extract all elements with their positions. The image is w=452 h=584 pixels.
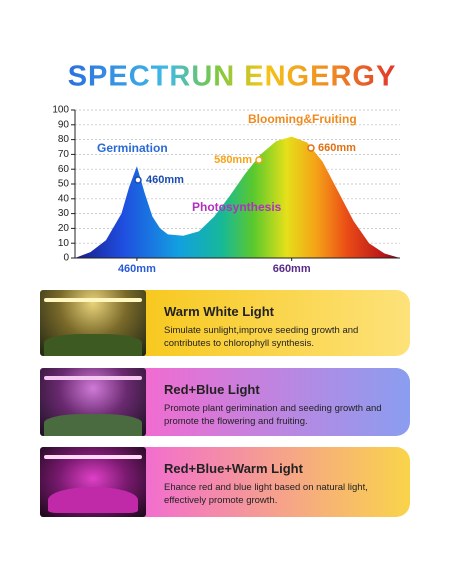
y-tick-label: 70: [58, 149, 70, 160]
y-tick-label: 100: [52, 105, 69, 116]
annotation: Germination: [97, 141, 168, 155]
panel-background: [140, 290, 410, 356]
panel: Red+Blue+Warm Light Ehance red and blue …: [40, 447, 410, 517]
y-tick-label: 30: [58, 208, 70, 219]
y-tick-label: 40: [58, 193, 70, 204]
panel-background: [140, 447, 410, 517]
annotation-dot: [307, 144, 315, 152]
panel-title: Red+Blue+Warm Light: [164, 461, 303, 476]
annotation-dot: [255, 156, 263, 164]
panel-description: Promote plant gerimination and seeding g…: [164, 403, 382, 427]
annotation: Photosynthesis: [192, 200, 282, 214]
product-photo: [40, 447, 146, 517]
panel: Warm White Light Simulate sunlight,impro…: [40, 290, 410, 356]
chart-title: SPECTRUN ENGERGY: [68, 61, 397, 93]
annotation: 460mm: [146, 174, 184, 186]
annotation: 580mm: [214, 154, 252, 166]
panel-description: Simulate sunlight,improve seeding growth…: [164, 325, 359, 349]
y-tick-label: 0: [63, 253, 69, 264]
panel-title: Warm White Light: [164, 304, 275, 319]
panel: Red+Blue Light Promote plant geriminatio…: [40, 368, 410, 436]
y-tick-label: 90: [58, 119, 70, 130]
annotation: 660mm: [318, 142, 356, 154]
chart: SPECTRUN ENGERGY 0 10 20 30 40 50 60 70 80 90 100 4…: [52, 61, 400, 275]
y-tick-label: 20: [58, 223, 70, 234]
x-tick-label: 660mm: [273, 263, 311, 275]
panel-title: Red+Blue Light: [164, 382, 260, 397]
y-tick-label: 60: [58, 164, 70, 175]
spectrum-area: [75, 136, 400, 258]
annotation: Blooming&Fruiting: [248, 112, 357, 126]
product-photo: [40, 368, 146, 436]
panel-description: Ehance red and blue light based on natur…: [164, 482, 368, 506]
y-tick-label: 50: [58, 179, 70, 190]
product-photo: [40, 290, 146, 356]
annotation-dot: [134, 176, 142, 184]
x-tick-label: 460mm: [118, 263, 156, 275]
y-tick-label: 80: [58, 134, 70, 145]
panel-background: [140, 368, 410, 436]
y-tick-label: 10: [58, 238, 70, 249]
